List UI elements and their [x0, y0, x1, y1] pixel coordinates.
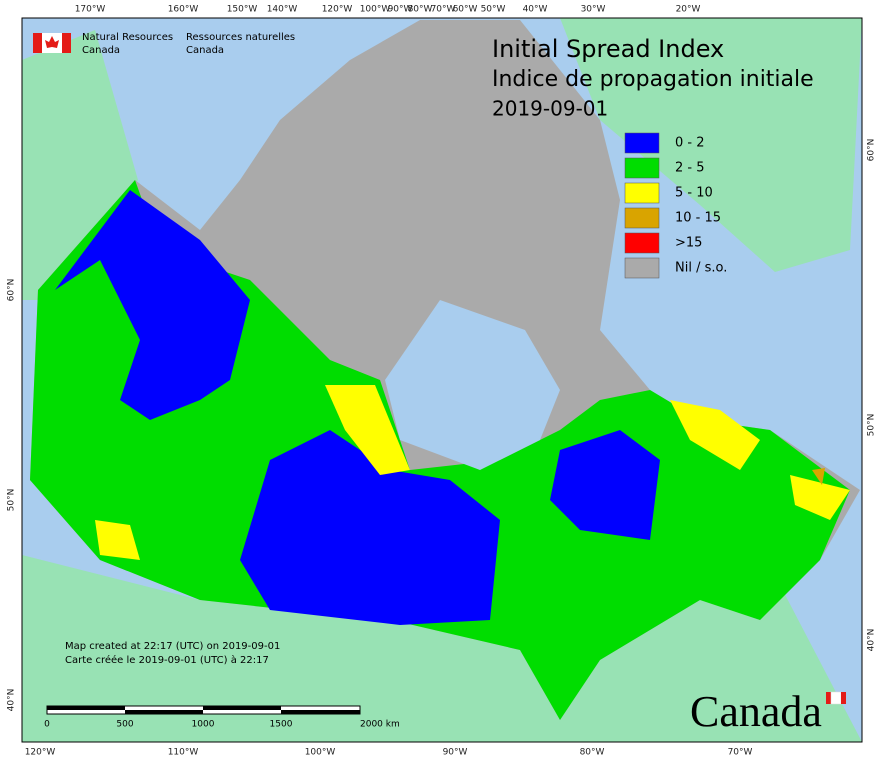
- logo-flag: [33, 33, 71, 53]
- graticule-label: 80°W: [580, 748, 605, 758]
- legend-swatch: [624, 182, 660, 204]
- isi-orange: [812, 468, 825, 485]
- legend-label: >15: [675, 236, 702, 251]
- graticule-label: 40°N: [867, 629, 877, 652]
- graticule-label: 50°N: [867, 414, 877, 437]
- graticule-label: 100°W: [305, 748, 336, 758]
- graticule-label: 40°N: [7, 689, 17, 712]
- agency-en: Natural Resources: [82, 32, 173, 43]
- agency-fr-sub: Canada: [186, 45, 224, 56]
- graticule-label: 70°W: [431, 5, 456, 15]
- legend-swatch: [624, 132, 660, 154]
- scale-label: 0: [44, 720, 50, 730]
- isi-yellow-newfoundland: [790, 475, 850, 520]
- legend-swatch: [624, 232, 660, 254]
- wordmark-flag: [826, 691, 846, 705]
- legend-label: 5 - 10: [675, 186, 713, 201]
- scale-label: 1500: [270, 720, 293, 730]
- hudson-bay: [385, 300, 560, 470]
- legend-label: 10 - 15: [675, 211, 721, 226]
- graticule-label: 60°N: [867, 139, 877, 162]
- legend-swatch: [624, 257, 660, 279]
- graticule-label: 100°W: [360, 5, 391, 15]
- graticule-label: 70°W: [728, 748, 753, 758]
- graticule-label: 50°W: [481, 5, 506, 15]
- legend-label: 0 - 2: [675, 136, 705, 151]
- usa: [22, 555, 862, 742]
- graticule-label: 80°W: [408, 5, 433, 15]
- isi-yellow-manitoba: [325, 385, 410, 475]
- graticule-label: 60°N: [7, 279, 17, 302]
- legend-label: 2 - 5: [675, 161, 705, 176]
- isi-blue-quebec: [550, 430, 660, 540]
- graticule-label: 90°W: [443, 748, 468, 758]
- graticule-label: 20°W: [676, 5, 701, 15]
- graticule-label: 150°W: [227, 5, 258, 15]
- subtitle: Indice de propagation initiale: [492, 67, 814, 92]
- graticule-label: 40°W: [523, 5, 548, 15]
- alaska: [22, 30, 138, 300]
- graticule-label: 120°W: [25, 748, 56, 758]
- graticule-label: 160°W: [168, 5, 199, 15]
- graticule-label: 60°W: [453, 5, 478, 15]
- greenland: [560, 18, 862, 272]
- isi-yellow-bc: [95, 520, 140, 560]
- isi-blue-central: [240, 430, 500, 625]
- wordmark: Canada: [690, 687, 822, 736]
- agency-fr: Ressources naturelles: [186, 32, 295, 43]
- scale-label: 2000 km: [360, 720, 400, 730]
- graticule-label: 120°W: [322, 5, 353, 15]
- graticule-label: 140°W: [267, 5, 298, 15]
- graticule-label: 50°N: [7, 489, 17, 512]
- scale-label: 1000: [192, 720, 215, 730]
- scale-bar: [46, 705, 361, 715]
- graticule-label: 170°W: [75, 5, 106, 15]
- note-fr: Carte créée le 2019-09-01 (UTC) à 22:17: [65, 654, 269, 666]
- note-en: Map created at 22:17 (UTC) on 2019-09-01: [65, 641, 280, 652]
- map-land: [22, 18, 862, 742]
- scale-label: 500: [116, 720, 133, 730]
- date: 2019-09-01: [492, 97, 608, 121]
- agency-en-sub: Canada: [82, 45, 120, 56]
- title: Initial Spread Index: [492, 35, 724, 63]
- isi-blue-west: [55, 190, 250, 420]
- graticule-label: 30°W: [581, 5, 606, 15]
- map-border: [21, 17, 863, 743]
- legend-label: Nil / s.o.: [675, 261, 727, 276]
- graticule-label: 90°W: [388, 5, 413, 15]
- legend-swatch: [624, 157, 660, 179]
- isi-yellow-labrador: [670, 400, 760, 470]
- graticule-label: 110°W: [168, 748, 199, 758]
- legend-swatch: [624, 207, 660, 229]
